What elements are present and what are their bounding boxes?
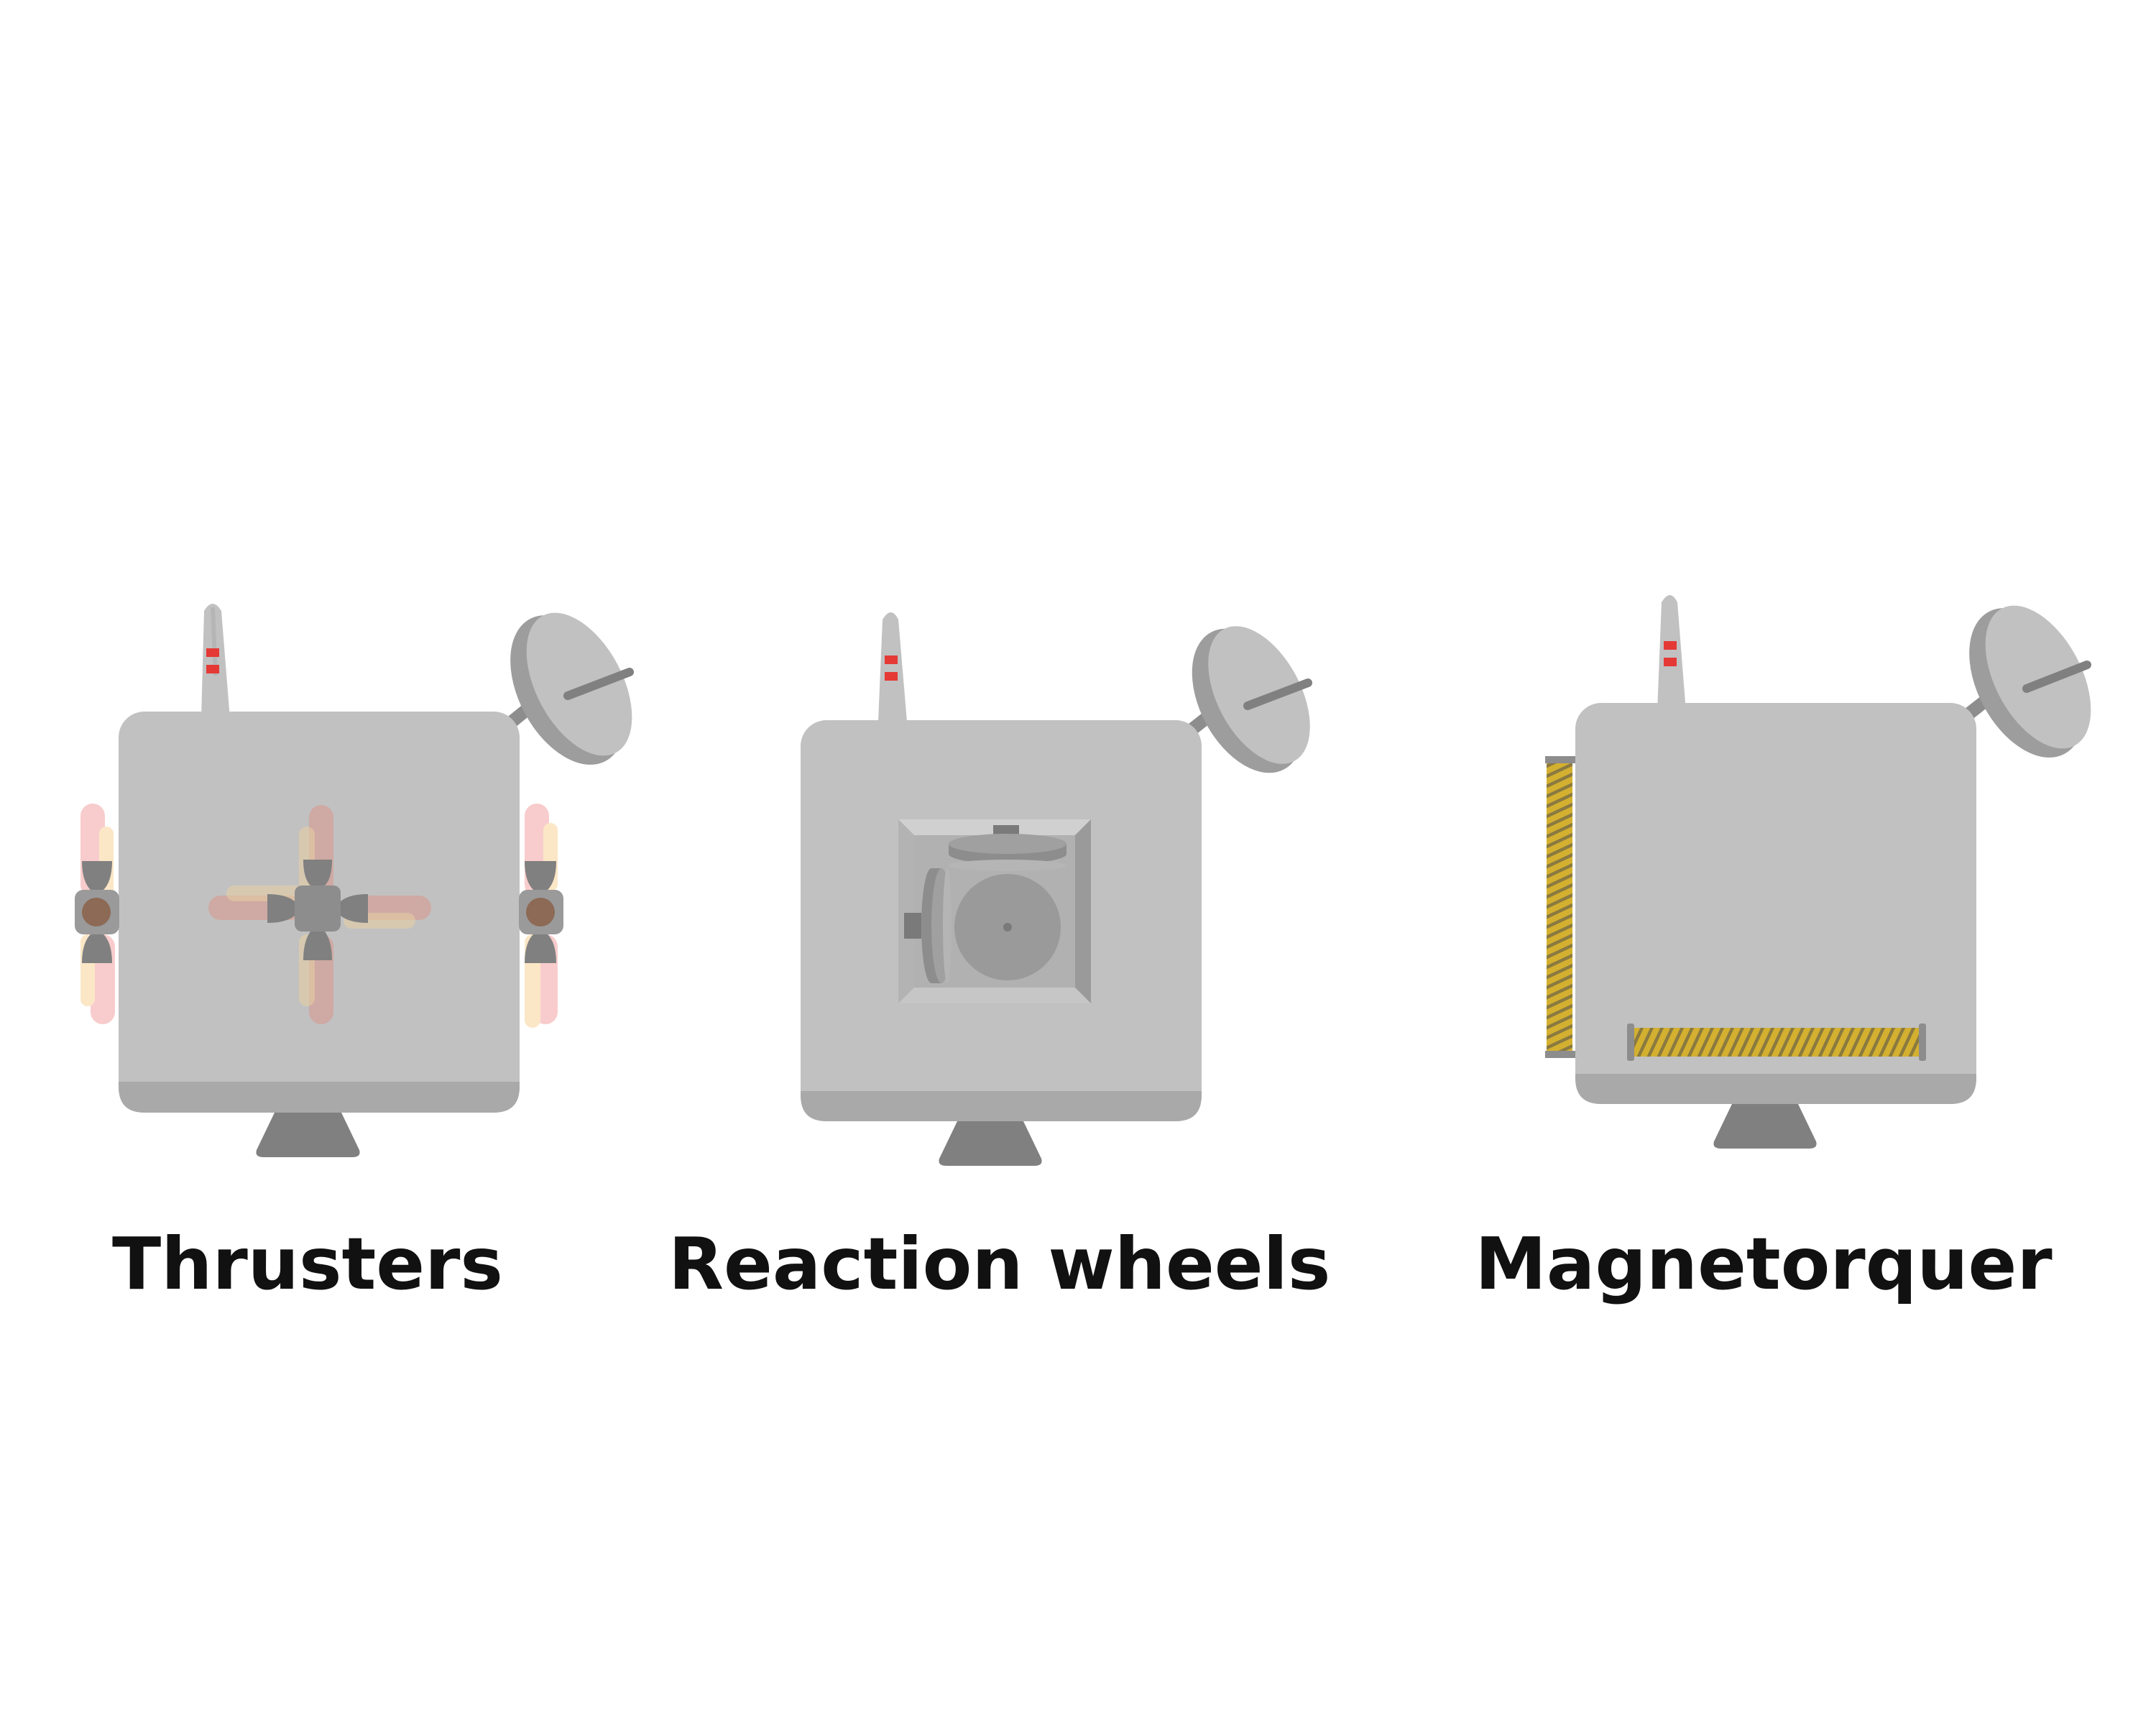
satellite-thrusters [75, 604, 634, 1157]
satellite-reaction-wheels [801, 612, 1312, 1166]
caption-thrusters: Thrusters [112, 1222, 503, 1306]
reaction-wheel-icon [898, 819, 1091, 1003]
caption-magnetorquer: Magnetorquer [1475, 1222, 2053, 1306]
antenna-icon [201, 604, 230, 719]
caption-reaction-wheels: Reaction wheels [668, 1222, 1331, 1306]
thruster-icon [208, 805, 431, 1024]
dish-antenna-icon [1962, 605, 2091, 758]
dish-antenna-icon [1183, 626, 1312, 773]
antenna-icon [1657, 595, 1686, 712]
dish-antenna-icon [502, 612, 634, 765]
satellite-magnetorquer [1545, 595, 2091, 1149]
thruster-icon [519, 804, 563, 1028]
satellite-base [939, 1121, 1042, 1166]
magnetorquer-coil-icon [1627, 1024, 1926, 1061]
satellite-body [1575, 703, 1976, 1104]
satellite-base [1713, 1104, 1817, 1149]
antenna-icon [878, 612, 907, 722]
satellite-base [256, 1113, 360, 1157]
thruster-icon [75, 804, 119, 1024]
magnetorquer-coil-icon [1545, 756, 1577, 1058]
